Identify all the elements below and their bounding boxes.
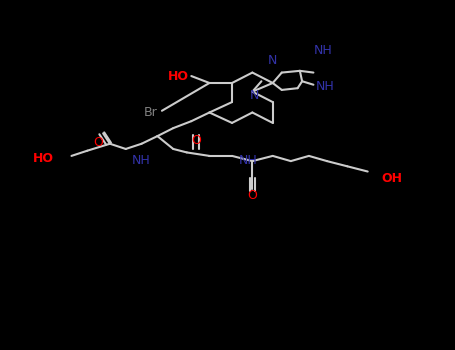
Text: NH: NH xyxy=(238,154,257,167)
Text: N: N xyxy=(268,54,278,67)
Text: HO: HO xyxy=(32,152,53,165)
Text: Br: Br xyxy=(144,106,157,119)
Text: O: O xyxy=(191,134,201,147)
Text: NH: NH xyxy=(132,154,151,167)
Text: NH: NH xyxy=(316,80,334,93)
Text: N: N xyxy=(250,89,259,101)
Text: OH: OH xyxy=(381,172,402,185)
Text: O: O xyxy=(94,135,104,148)
Text: NH: NH xyxy=(313,43,332,56)
Text: HO: HO xyxy=(168,70,189,83)
Text: O: O xyxy=(248,189,258,202)
